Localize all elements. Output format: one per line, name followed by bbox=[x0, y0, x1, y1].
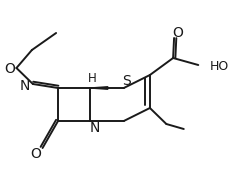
Text: O: O bbox=[4, 62, 15, 76]
Text: HO: HO bbox=[209, 59, 228, 73]
Polygon shape bbox=[90, 87, 107, 89]
Text: N: N bbox=[20, 79, 30, 93]
Text: N: N bbox=[89, 121, 100, 135]
Text: O: O bbox=[30, 147, 41, 161]
Text: S: S bbox=[122, 74, 131, 88]
Text: O: O bbox=[172, 26, 182, 40]
Text: H: H bbox=[87, 73, 96, 85]
